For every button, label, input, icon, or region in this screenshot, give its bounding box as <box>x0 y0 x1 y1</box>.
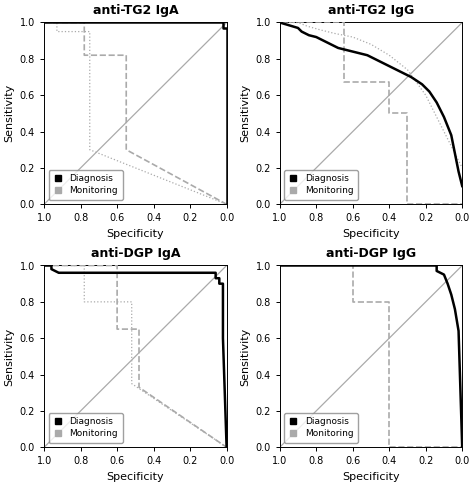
Title: anti-TG2 IgG: anti-TG2 IgG <box>328 4 414 17</box>
Title: anti-DGP IgA: anti-DGP IgA <box>91 247 180 260</box>
Legend: Diagnosis, Monitoring: Diagnosis, Monitoring <box>49 170 123 200</box>
Y-axis label: Sensitivity: Sensitivity <box>240 327 250 385</box>
Legend: Diagnosis, Monitoring: Diagnosis, Monitoring <box>49 413 123 443</box>
Y-axis label: Sensitivity: Sensitivity <box>4 84 14 142</box>
Title: anti-TG2 IgA: anti-TG2 IgA <box>92 4 178 17</box>
Legend: Diagnosis, Monitoring: Diagnosis, Monitoring <box>284 413 358 443</box>
X-axis label: Specificity: Specificity <box>342 472 400 482</box>
X-axis label: Specificity: Specificity <box>107 229 164 239</box>
Title: anti-DGP IgG: anti-DGP IgG <box>326 247 416 260</box>
Legend: Diagnosis, Monitoring: Diagnosis, Monitoring <box>284 170 358 200</box>
Y-axis label: Sensitivity: Sensitivity <box>4 327 14 385</box>
X-axis label: Specificity: Specificity <box>342 229 400 239</box>
X-axis label: Specificity: Specificity <box>107 472 164 482</box>
Y-axis label: Sensitivity: Sensitivity <box>240 84 250 142</box>
